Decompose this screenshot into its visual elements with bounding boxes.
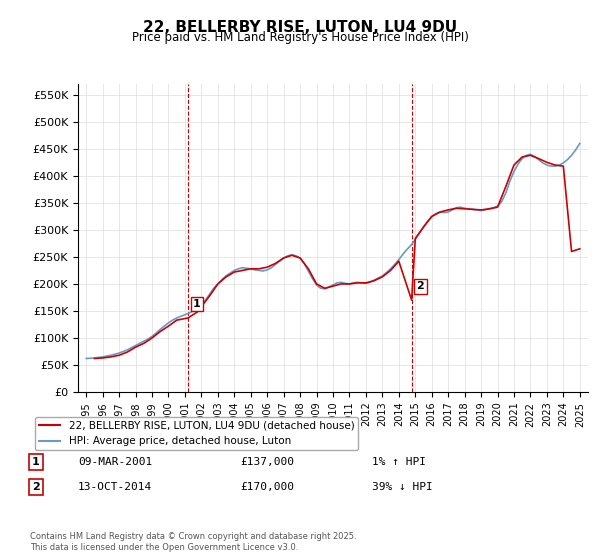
Legend: 22, BELLERBY RISE, LUTON, LU4 9DU (detached house), HPI: Average price, detached: 22, BELLERBY RISE, LUTON, LU4 9DU (detac… <box>35 417 358 450</box>
Text: 1% ↑ HPI: 1% ↑ HPI <box>372 457 426 467</box>
Text: Contains HM Land Registry data © Crown copyright and database right 2025.
This d: Contains HM Land Registry data © Crown c… <box>30 532 356 552</box>
Text: £137,000: £137,000 <box>240 457 294 467</box>
Text: 1: 1 <box>32 457 40 467</box>
Text: £170,000: £170,000 <box>240 482 294 492</box>
Text: 22, BELLERBY RISE, LUTON, LU4 9DU: 22, BELLERBY RISE, LUTON, LU4 9DU <box>143 20 457 35</box>
Text: 39% ↓ HPI: 39% ↓ HPI <box>372 482 433 492</box>
Text: 09-MAR-2001: 09-MAR-2001 <box>78 457 152 467</box>
Text: 13-OCT-2014: 13-OCT-2014 <box>78 482 152 492</box>
Text: Price paid vs. HM Land Registry's House Price Index (HPI): Price paid vs. HM Land Registry's House … <box>131 31 469 44</box>
Text: 2: 2 <box>416 281 424 291</box>
Text: 1: 1 <box>193 299 200 309</box>
Text: 2: 2 <box>32 482 40 492</box>
